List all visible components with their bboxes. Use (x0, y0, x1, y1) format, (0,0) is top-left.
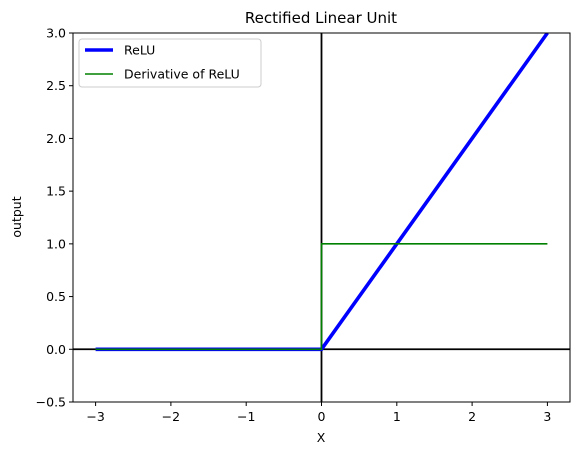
legend-box (78, 38, 262, 88)
y-tick-label: 0.5 (46, 289, 66, 304)
plot-area: −3 −2 −1 0 1 2 3 −0.5 0.0 0.5 1.0 1.5 2.0 2.5 3.0 ReLU D… (36, 26, 571, 424)
y-tick-label: 1.0 (46, 236, 66, 251)
x-tick-label: 2 (468, 409, 476, 424)
x-axis-label: X (317, 430, 326, 445)
y-tick-label: 0.0 (46, 342, 66, 357)
x-tick-label: 1 (393, 409, 401, 424)
y-tick-label: 2.5 (46, 78, 66, 93)
y-tick-label: −0.5 (36, 395, 66, 410)
chart-title: Rectified Linear Unit (245, 9, 397, 27)
x-tick-label: −3 (86, 409, 104, 424)
y-tick-label: 3.0 (46, 26, 66, 41)
legend-entry: ReLU (124, 43, 155, 58)
x-tick-label: −2 (162, 409, 180, 424)
x-tick-label: 0 (318, 409, 326, 424)
series-group (95, 33, 549, 352)
x-ticks: −3 −2 −1 0 1 2 3 (86, 402, 551, 424)
y-axis-label: output (9, 196, 24, 237)
y-tick-label: 2.0 (46, 131, 66, 146)
x-tick-label: 3 (543, 409, 551, 424)
y-tick-label: 1.5 (46, 184, 66, 199)
series-line-relu-derivative (95, 243, 548, 351)
legend-entry: Derivative of ReLU (124, 67, 240, 82)
y-ticks: −0.5 0.0 0.5 1.0 1.5 2.0 2.5 3.0 (36, 26, 73, 410)
x-tick-label: −1 (237, 409, 255, 424)
legend: ReLU Derivative of ReLU (78, 38, 262, 88)
